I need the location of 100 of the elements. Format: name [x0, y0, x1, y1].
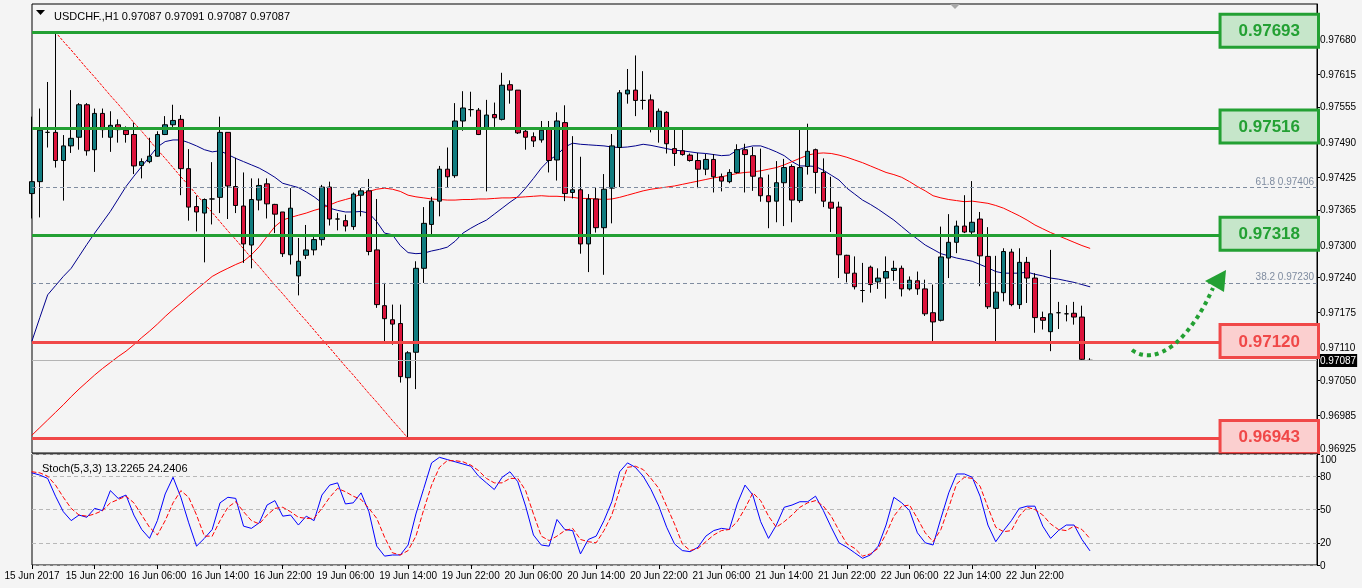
candlestick [335, 212, 340, 231]
y-tick-label: 50 [1320, 504, 1332, 515]
candlestick [53, 31, 58, 169]
candlestick [374, 198, 380, 309]
x-tick-label: 15 Jun 2017 [4, 569, 60, 581]
candlestick [1064, 304, 1069, 322]
candlestick [484, 99, 489, 192]
candlestick [648, 93, 654, 133]
y-tick-label: 0.97365 [1320, 204, 1357, 216]
candlestick [123, 125, 129, 144]
candlestick [492, 102, 497, 128]
candlestick [178, 114, 184, 196]
y-tick-label: 0.97110 [1320, 342, 1356, 354]
text: USDCHF.,H1 0.97087 0.97091 0.97087 0.97087 [54, 9, 291, 22]
candlestick [296, 237, 301, 296]
candlestick [985, 226, 991, 310]
candlestick [977, 211, 983, 287]
y-tick-label: 100 [1320, 453, 1338, 465]
candlestick [617, 89, 622, 188]
candlestick [202, 197, 207, 263]
candlestick [687, 152, 693, 163]
ref-line-label: 61.8 0.97406 [1255, 176, 1315, 188]
candlestick [993, 255, 999, 343]
y-tick-label: 0.97680 [1320, 33, 1357, 45]
x-tick-label: 20 Jun 14:00 [567, 569, 626, 581]
candlestick [264, 177, 270, 219]
candlestick [813, 148, 818, 195]
candlestick [1009, 248, 1014, 307]
candlestick [546, 120, 552, 173]
candlestick [437, 165, 442, 217]
x-tick-label: 22 Jun 06:00 [880, 569, 939, 581]
candlestick [233, 157, 238, 214]
x-tick-label: 20 Jun 06:00 [504, 569, 563, 581]
candlestick [836, 201, 842, 279]
candlestick [883, 255, 889, 300]
candlestick [390, 304, 395, 346]
candlestick [703, 153, 709, 176]
candlestick [499, 72, 505, 121]
y-tick-label: 80 [1320, 470, 1332, 482]
candlestick [84, 102, 90, 157]
candlestick [672, 127, 677, 167]
candlestick [37, 108, 43, 218]
candlestick [366, 178, 372, 256]
candlestick [922, 279, 928, 317]
candlestick [570, 135, 575, 199]
candlestick [554, 111, 560, 182]
candlestick [727, 168, 732, 184]
candlestick [155, 130, 160, 158]
candlestick [429, 196, 434, 236]
y-tick-label: 0.97490 [1320, 136, 1357, 148]
candlestick [656, 108, 662, 144]
candlestick [92, 108, 97, 173]
candlestick [593, 187, 599, 234]
y-tick-label: 0.97425 [1320, 171, 1357, 183]
candlestick [781, 158, 787, 227]
x-tick-label: 21 Jun 14:00 [755, 569, 814, 581]
candlestick [421, 206, 427, 284]
x-tick-label: 16 Jun 14:00 [191, 569, 250, 581]
candlestick [1048, 249, 1053, 352]
candlestick [311, 236, 317, 256]
ref-line-label: 0.97693 [1238, 21, 1300, 41]
candlestick [680, 128, 685, 157]
x-tick-label: 22 Jun 14:00 [943, 569, 1002, 581]
candlestick [531, 131, 536, 148]
candlestick [452, 102, 458, 179]
candlestick [609, 133, 615, 224]
y-tick-label: 0.97050 [1320, 374, 1357, 386]
candlestick [578, 156, 583, 255]
candlestick [343, 214, 348, 232]
candlestick [860, 262, 865, 303]
candlestick [76, 102, 82, 151]
x-tick-label: 19 Jun 22:00 [441, 569, 501, 581]
candlestick [734, 143, 740, 175]
candlestick [61, 134, 66, 202]
candlestick [68, 89, 74, 154]
candlestick [797, 128, 803, 204]
candlestick [586, 193, 591, 273]
candlestick [170, 104, 176, 128]
candlestick [445, 147, 450, 189]
candlestick [241, 171, 246, 264]
candlestick [868, 265, 873, 294]
candlestick [45, 81, 50, 149]
candlestick [711, 153, 716, 193]
candlestick [828, 176, 834, 233]
candlestick [875, 267, 881, 290]
candlestick [209, 161, 215, 225]
candlestick [789, 163, 795, 223]
candlestick [539, 120, 544, 144]
ref-line-label: 0.97120 [1238, 331, 1300, 351]
candlestick [319, 184, 325, 247]
ref-line-label: 0.97087 [1320, 354, 1357, 366]
ref-line-label: 0.96943 [1238, 427, 1300, 447]
candlestick [515, 89, 521, 135]
candlestick [256, 177, 262, 211]
y-tick-label: 0.97240 [1320, 272, 1357, 284]
candlestick [139, 157, 144, 179]
candlestick [398, 304, 403, 384]
x-tick-label: 22 Jun 22:00 [1006, 569, 1065, 581]
candlestick [562, 104, 568, 202]
y-tick-label: 0 [1320, 559, 1326, 571]
